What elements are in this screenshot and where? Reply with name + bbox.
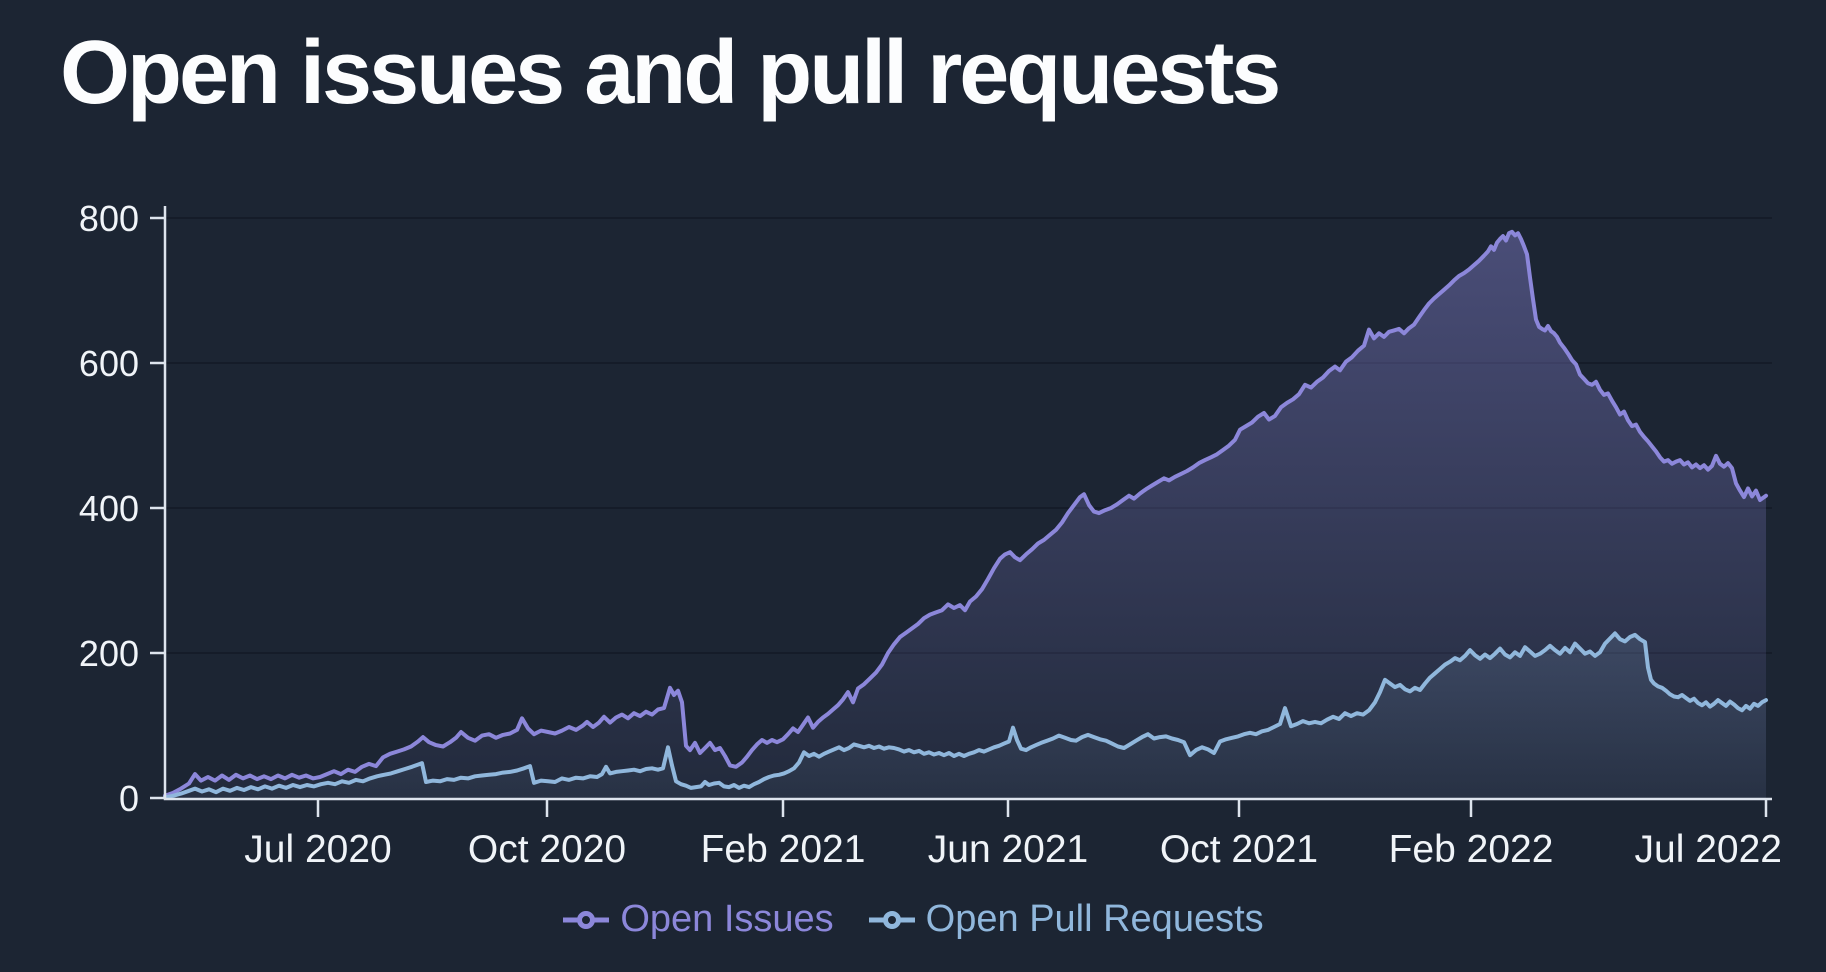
series-line-open-issues <box>163 229 1768 798</box>
series-area-open-pull-requests <box>165 633 1766 798</box>
page-title: Open issues and pull requests <box>60 23 1281 123</box>
legend-label: Open Pull Requests <box>925 898 1264 940</box>
legend-label: Open Issues <box>620 898 834 940</box>
series-line-open-pull-requests <box>163 631 1768 800</box>
y-axis-label: 0 <box>119 778 139 819</box>
y-axis-label: 400 <box>79 488 139 529</box>
y-axis-label: 800 <box>79 198 139 239</box>
x-axis-label: Jun 2021 <box>928 828 1088 871</box>
series-area-open-issues <box>165 231 1766 799</box>
x-axis-label: Jul 2020 <box>244 828 391 871</box>
y-axis-label: 600 <box>79 343 139 384</box>
x-axis-label: Feb 2021 <box>701 828 866 871</box>
legend-item-open-issues[interactable]: Open Issues <box>562 898 834 941</box>
line-series-marker-icon <box>868 910 915 929</box>
chart-legend: Open Issues Open Pull Requests <box>0 898 1826 941</box>
line-series-marker-icon <box>563 910 610 929</box>
x-axis-label: Feb 2022 <box>1389 828 1554 871</box>
x-axis-label: Oct 2021 <box>1160 828 1318 871</box>
x-axis-label: Oct 2020 <box>468 828 626 871</box>
x-axis-label: Jul 2022 <box>1635 828 1782 871</box>
y-axis-label: 200 <box>79 633 139 674</box>
legend-item-open-pull-requests[interactable]: Open Pull Requests <box>868 898 1264 941</box>
